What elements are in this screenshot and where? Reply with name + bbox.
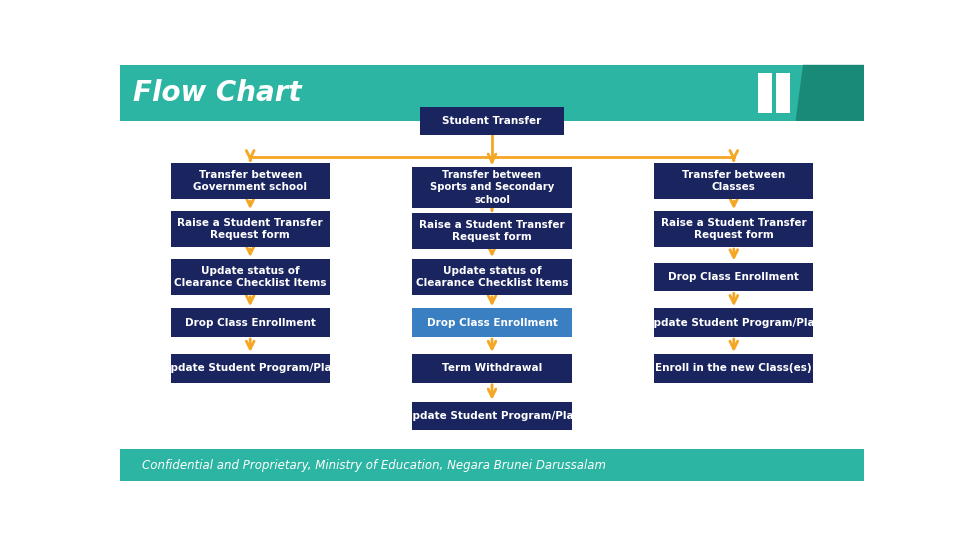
Bar: [777, 73, 789, 113]
FancyBboxPatch shape: [654, 163, 813, 199]
Text: Raise a Student Transfer
Request form: Raise a Student Transfer Request form: [178, 218, 323, 240]
FancyBboxPatch shape: [171, 354, 330, 383]
Text: Update Student Program/Plan: Update Student Program/Plan: [645, 318, 823, 328]
FancyBboxPatch shape: [413, 167, 571, 208]
FancyBboxPatch shape: [420, 106, 564, 136]
FancyBboxPatch shape: [654, 354, 813, 383]
Text: Enroll in the new Class(es): Enroll in the new Class(es): [656, 363, 812, 373]
FancyBboxPatch shape: [171, 211, 330, 247]
Text: Drop Class Enrollment: Drop Class Enrollment: [184, 318, 316, 328]
Text: Confidential and Proprietary, Ministry of Education, Negara Brunei Darussalam: Confidential and Proprietary, Ministry o…: [142, 458, 607, 471]
Text: Drop Class Enrollment: Drop Class Enrollment: [426, 318, 558, 328]
Bar: [120, 65, 864, 121]
Bar: [120, 449, 864, 481]
FancyBboxPatch shape: [413, 259, 571, 295]
FancyBboxPatch shape: [413, 308, 571, 337]
Text: Raise a Student Transfer
Request form: Raise a Student Transfer Request form: [420, 220, 564, 242]
Polygon shape: [796, 65, 864, 121]
Text: Update Student Program/Plan: Update Student Program/Plan: [161, 363, 339, 373]
Text: Transfer between
Sports and Secondary
school: Transfer between Sports and Secondary sc…: [430, 170, 554, 205]
FancyBboxPatch shape: [171, 308, 330, 337]
FancyBboxPatch shape: [171, 259, 330, 295]
Text: Student Transfer: Student Transfer: [443, 116, 541, 126]
Text: Raise a Student Transfer
Request form: Raise a Student Transfer Request form: [661, 218, 806, 240]
FancyBboxPatch shape: [413, 213, 571, 249]
Text: Term Withdrawal: Term Withdrawal: [442, 363, 542, 373]
FancyBboxPatch shape: [171, 163, 330, 199]
FancyBboxPatch shape: [413, 402, 571, 430]
Text: Transfer between
Government school: Transfer between Government school: [193, 170, 307, 192]
Text: Update Student Program/Plan: Update Student Program/Plan: [403, 411, 581, 421]
Text: Transfer between
Classes: Transfer between Classes: [683, 170, 785, 192]
FancyBboxPatch shape: [413, 354, 571, 383]
FancyBboxPatch shape: [654, 308, 813, 337]
FancyBboxPatch shape: [654, 211, 813, 247]
Text: Flow Chart: Flow Chart: [133, 79, 302, 107]
Text: Update status of
Clearance Checklist Items: Update status of Clearance Checklist Ite…: [174, 266, 326, 288]
Text: Drop Class Enrollment: Drop Class Enrollment: [668, 272, 800, 282]
Text: Update status of
Clearance Checklist Items: Update status of Clearance Checklist Ite…: [416, 266, 568, 288]
FancyBboxPatch shape: [654, 262, 813, 291]
Bar: [758, 73, 772, 113]
